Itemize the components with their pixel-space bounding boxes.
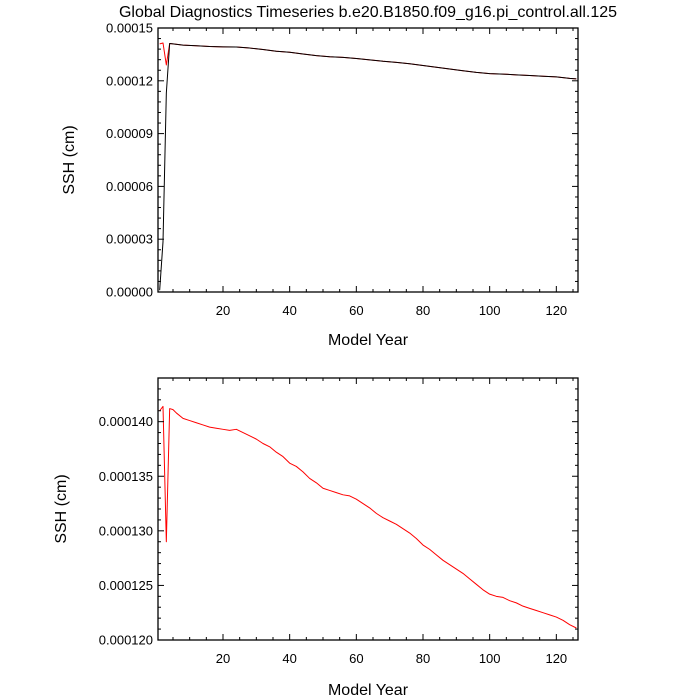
top-plot-frame xyxy=(157,27,579,293)
bottom-y-tick-label: 0.000130 xyxy=(99,523,153,538)
bottom-y-tick-label: 0.000140 xyxy=(99,414,153,429)
bottom-ticks xyxy=(158,377,578,641)
top-y-tick-label: 0.00000 xyxy=(106,285,153,300)
top-series-line-1 xyxy=(159,42,577,291)
bottom-y-tick-label: 0.000120 xyxy=(99,633,153,648)
top-y-tick-label: 0.00012 xyxy=(106,73,153,88)
top-y-axis-label: SSH (cm) xyxy=(61,125,78,194)
bottom-x-tick-label: 120 xyxy=(545,651,567,666)
top-x-tick-label: 40 xyxy=(282,303,296,318)
bottom-x-axis-label: Model Year xyxy=(328,682,409,699)
bottom-series-layer xyxy=(159,405,577,629)
top-x-tick-label: 80 xyxy=(416,303,430,318)
bottom-series-line-0 xyxy=(159,405,577,629)
top-x-axis-label: Model Year xyxy=(328,332,409,349)
top-x-tick-label: 60 xyxy=(349,303,363,318)
top-ticks xyxy=(158,27,578,293)
bottom-tick-labels: 20 40 60 80 100 120 0.000120 0.000125 0.000130 0.… xyxy=(99,414,567,666)
top-x-tick-label: 100 xyxy=(479,303,501,318)
chart-title: Global Diagnostics Timeseries b.e20.B185… xyxy=(119,4,617,21)
bottom-x-tick-label: 100 xyxy=(479,651,501,666)
bottom-x-tick-label: 80 xyxy=(416,651,430,666)
bottom-y-tick-label: 0.000135 xyxy=(99,469,153,484)
bottom-plot-frame xyxy=(157,377,579,641)
top-y-tick-label: 0.00006 xyxy=(106,179,153,194)
bottom-y-tick-label: 0.000125 xyxy=(99,578,153,593)
top-x-tick-label: 120 xyxy=(545,303,567,318)
top-y-tick-label: 0.00009 xyxy=(106,126,153,141)
bottom-x-tick-label: 20 xyxy=(216,651,230,666)
top-y-tick-label: 0.00003 xyxy=(106,232,153,247)
top-series-line-0 xyxy=(159,42,577,80)
bottom-x-tick-label: 40 xyxy=(282,651,296,666)
bottom-panel: 20 40 60 80 100 120 0.000120 0.000125 0.000130 0.… xyxy=(53,377,579,699)
bottom-x-tick-label: 60 xyxy=(349,651,363,666)
top-x-tick-label: 20 xyxy=(216,303,230,318)
bottom-y-axis-label: SSH (cm) xyxy=(53,474,70,543)
top-tick-labels: 20 40 60 80 100 120 0.00000 0.00003 0.00006 0.000… xyxy=(106,21,567,319)
top-y-tick-label: 0.00015 xyxy=(106,21,153,36)
top-series-layer xyxy=(159,42,577,291)
top-panel: 20 40 60 80 100 120 0.00000 0.00003 0.00006 0.000… xyxy=(61,21,579,349)
